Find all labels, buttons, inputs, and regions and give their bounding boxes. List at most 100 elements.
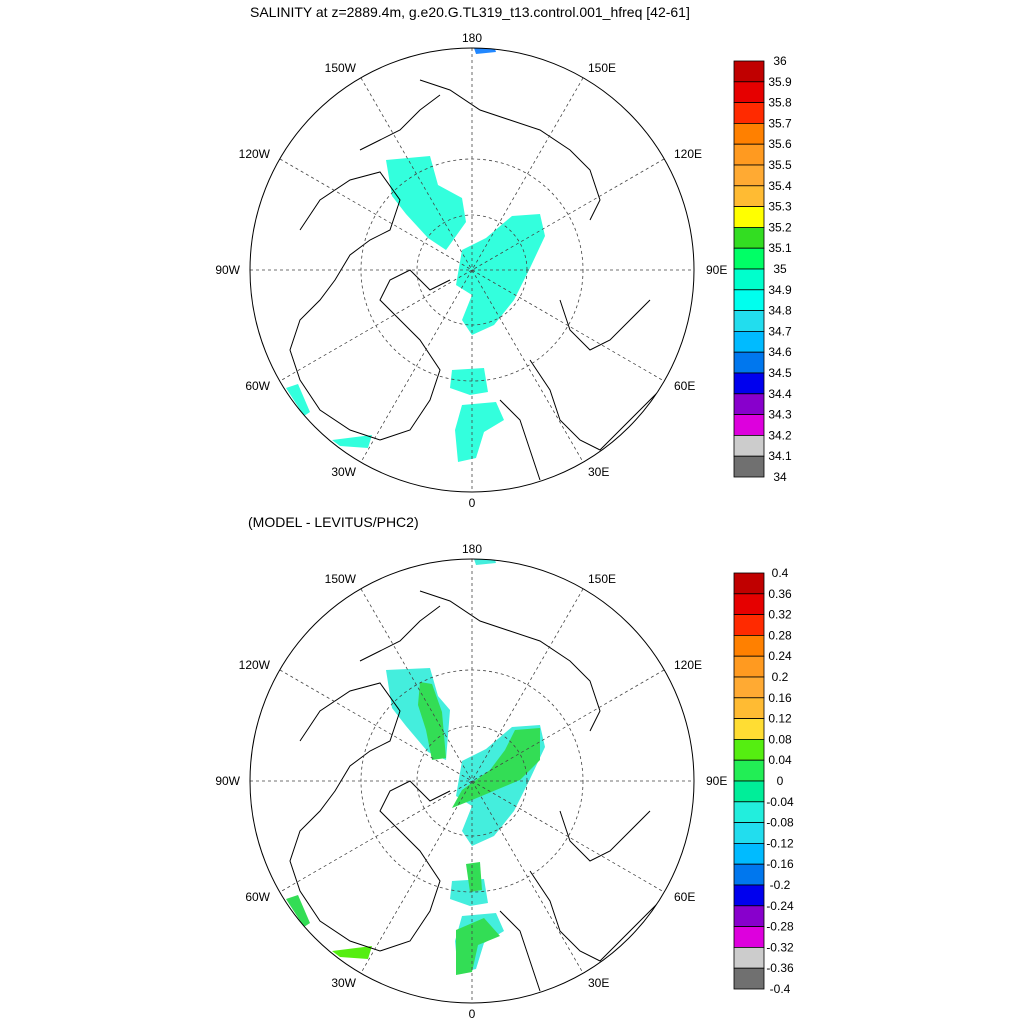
colorbar-label: 0.12 bbox=[768, 712, 792, 726]
lon-label-180: 180 bbox=[462, 31, 482, 45]
eurasian-positive-patch bbox=[452, 728, 540, 808]
colorbar-swatch bbox=[733, 572, 765, 595]
colorbar-label: -0.36 bbox=[766, 961, 794, 975]
coastline bbox=[529, 870, 661, 962]
colorbar-swatch bbox=[733, 289, 765, 311]
colorbar-swatch bbox=[733, 655, 765, 678]
fram-positive-patch bbox=[466, 862, 482, 892]
lon-label-30e: 30E bbox=[588, 465, 609, 479]
lon-label-30e: 30E bbox=[588, 976, 609, 990]
coastline bbox=[289, 171, 451, 441]
colorbar-label: 0.16 bbox=[768, 691, 792, 705]
colorbar-label: 35.1 bbox=[768, 241, 792, 255]
colorbar-swatch bbox=[733, 143, 765, 166]
pacific-patch bbox=[474, 48, 496, 54]
beaufort-positive-patch bbox=[418, 682, 446, 760]
colorbar-swatch bbox=[733, 905, 765, 927]
colorbar-label: 0.32 bbox=[768, 608, 792, 622]
irminger-patch bbox=[332, 435, 372, 448]
colorbar-swatch bbox=[733, 843, 765, 865]
colorbar-label: -0.2 bbox=[770, 878, 791, 892]
labrador-patch bbox=[286, 895, 310, 927]
colorbar-label: 34.6 bbox=[768, 345, 792, 359]
colorbar-swatch bbox=[733, 81, 765, 104]
colorbar-swatch bbox=[733, 330, 765, 353]
colorbar-swatch bbox=[733, 226, 765, 249]
graticule bbox=[250, 48, 694, 492]
coastline bbox=[499, 910, 541, 992]
colorbar-swatch bbox=[733, 593, 765, 615]
colorbar-swatch bbox=[733, 455, 765, 478]
colorbar-label: 35.9 bbox=[768, 75, 792, 89]
page-title: SALINITY at z=2889.4m, g.e20.G.TL319_t13… bbox=[250, 4, 690, 20]
colorbar-swatch bbox=[733, 739, 765, 761]
colorbar-label: 35.7 bbox=[768, 116, 792, 130]
colorbar-label: -0.24 bbox=[766, 899, 794, 913]
lon-label-60e: 60E bbox=[674, 379, 695, 393]
colorbar-swatch bbox=[733, 884, 765, 907]
colorbar-label: 0.24 bbox=[768, 649, 792, 663]
lon-label-30w: 30W bbox=[331, 976, 356, 990]
colorbar-label: 0.04 bbox=[768, 753, 792, 767]
colorbar-swatch bbox=[733, 635, 765, 657]
colorbar-swatch bbox=[733, 393, 765, 415]
colorbar-label: 34.9 bbox=[768, 283, 792, 297]
map-border bbox=[249, 47, 695, 493]
lon-label-180: 180 bbox=[462, 542, 482, 556]
colorbar-swatch bbox=[733, 614, 765, 636]
difference-map: 180 150E 120E 90E 60E 30E 0 30W 60W 90W … bbox=[215, 542, 794, 1021]
coastline bbox=[419, 590, 601, 732]
beaufort-patch bbox=[386, 156, 466, 250]
irminger-patch bbox=[332, 946, 372, 959]
salinity-fill-regions bbox=[286, 48, 661, 481]
coastline bbox=[289, 682, 451, 952]
colorbar-swatch bbox=[733, 434, 765, 457]
lon-label-0: 0 bbox=[469, 496, 476, 510]
colorbar-label: 35.8 bbox=[768, 96, 792, 110]
lon-label-150e: 150E bbox=[588, 572, 616, 586]
lon-label-60w: 60W bbox=[245, 379, 270, 393]
colorbar-swatch bbox=[733, 759, 765, 782]
colorbar-label: 35.5 bbox=[768, 158, 792, 172]
colorbar-label: -0.28 bbox=[766, 920, 794, 934]
coastline bbox=[559, 299, 651, 351]
colorbar-label: 34.2 bbox=[768, 428, 792, 442]
colorbar-swatch bbox=[733, 247, 765, 270]
lon-label-60w: 60W bbox=[245, 890, 270, 904]
map-border bbox=[249, 558, 695, 1004]
colorbar-label: 0.36 bbox=[768, 587, 792, 601]
lon-label-60e: 60E bbox=[674, 890, 695, 904]
colorbar-label: 35.3 bbox=[768, 200, 792, 214]
longitude-labels: 180 150E 120E 90E 60E 30E 0 30W 60W 90W … bbox=[215, 31, 727, 510]
colorbar-label: -0.16 bbox=[766, 857, 794, 871]
lon-label-30w: 30W bbox=[331, 465, 356, 479]
salinity-map: 180 150E 120E 90E 60E 30E 0 30W 60W 90W … bbox=[215, 31, 792, 510]
colorbar-swatch bbox=[733, 718, 765, 740]
colorbar-swatch bbox=[733, 863, 765, 886]
colorbar-swatch bbox=[733, 967, 765, 990]
graticule bbox=[250, 559, 694, 1003]
lon-label-0: 0 bbox=[469, 1007, 476, 1021]
colorbar-label: 34.4 bbox=[768, 387, 792, 401]
lon-label-90e: 90E bbox=[706, 774, 727, 788]
lon-label-120w: 120W bbox=[239, 147, 271, 161]
colorbar-label: 0.28 bbox=[768, 628, 792, 642]
colorbar-swatch bbox=[733, 947, 765, 969]
colorbar-swatch bbox=[733, 822, 765, 844]
pacific-patch bbox=[474, 559, 496, 565]
coastline bbox=[529, 359, 661, 451]
longitude-labels: 180 150E 120E 90E 60E 30E 0 30W 60W 90W … bbox=[215, 542, 727, 1021]
colorbar-label: 35.2 bbox=[768, 220, 792, 234]
greenland-sea-patch bbox=[455, 402, 504, 462]
lon-label-120w: 120W bbox=[239, 658, 271, 672]
greenland-positive-patch bbox=[456, 918, 500, 975]
colorbar-label: 34.5 bbox=[768, 366, 792, 380]
lon-label-120e: 120E bbox=[674, 147, 702, 161]
colorbar-swatch bbox=[733, 185, 765, 208]
colorbar-swatch bbox=[733, 697, 765, 719]
lon-label-150w: 150W bbox=[325, 61, 357, 75]
colorbar-swatch bbox=[733, 60, 765, 83]
colorbar-swatch bbox=[733, 780, 765, 803]
colorbar-label: 36 bbox=[773, 54, 787, 68]
